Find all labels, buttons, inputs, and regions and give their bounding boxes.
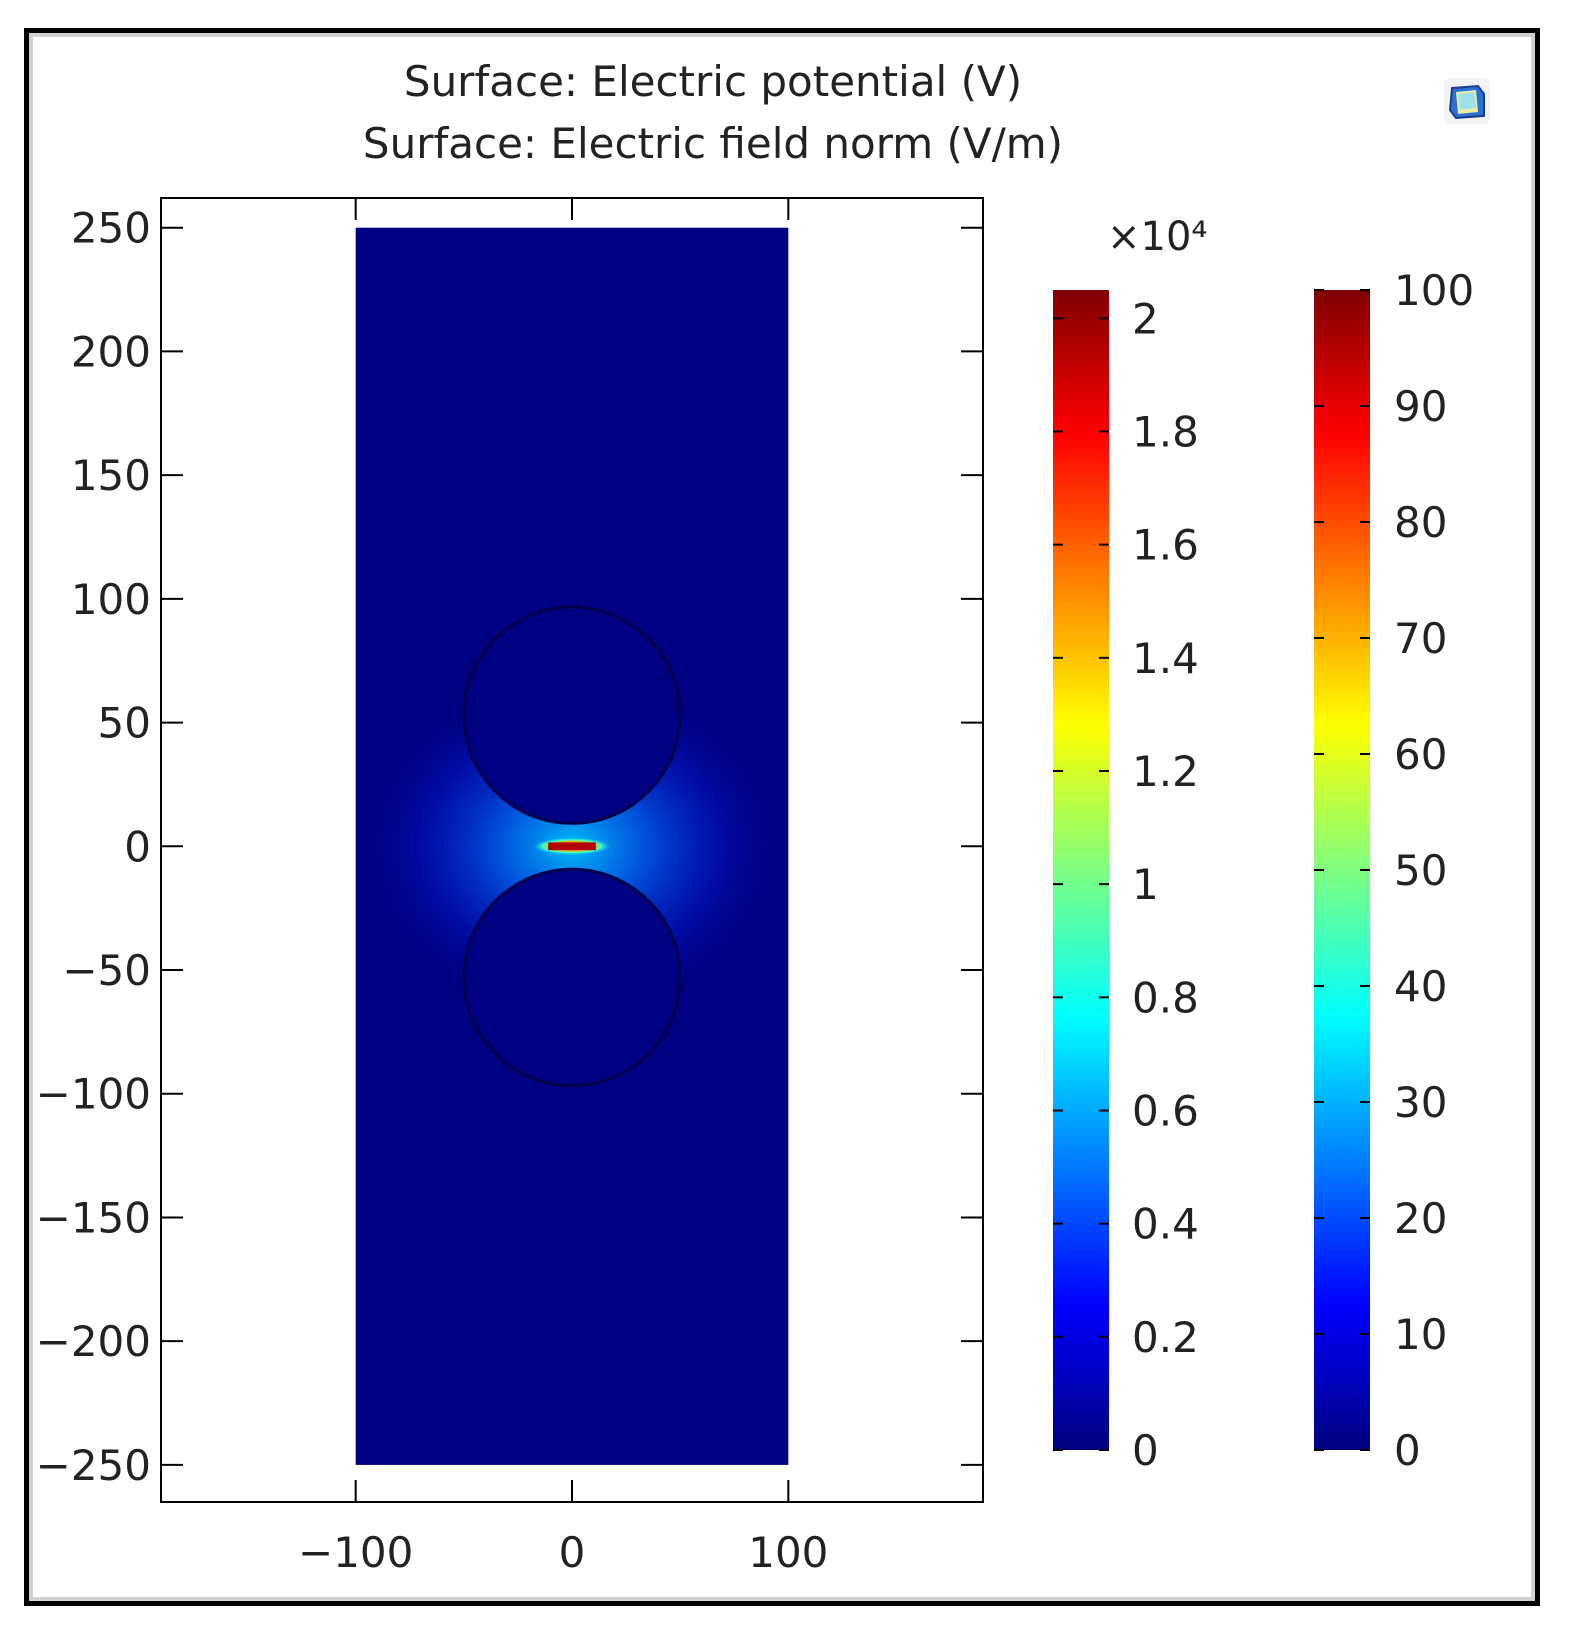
colorbar-tick-label: 80 bbox=[1394, 498, 1447, 547]
field-glow bbox=[355, 605, 789, 1088]
y-tick-label: 150 bbox=[71, 451, 151, 500]
title-line-1: Surface: Electric potential (V) bbox=[404, 57, 1022, 106]
y-tick-label: 50 bbox=[98, 699, 151, 748]
x-tick-label: 0 bbox=[559, 1528, 586, 1577]
colorbar-electric-field: 0 0.2 0.4 0.6 0.8 1 1.2 1.4 1.6 1.8 2 ×10⁴ bbox=[1053, 214, 1207, 1475]
y-tick-label: −50 bbox=[62, 946, 151, 995]
colorbar-tick-label: 10 bbox=[1394, 1310, 1447, 1359]
title-line-2: Surface: Electric field norm (V/m) bbox=[363, 119, 1063, 168]
x-tick-label: 100 bbox=[748, 1528, 828, 1577]
y-tick-label: −250 bbox=[36, 1441, 151, 1490]
y-axis: 250 200 150 100 50 0 −50 −100 −150 −200 −250 bbox=[36, 204, 983, 1490]
chart-title: Surface: Electric potential (V) Surface:… bbox=[363, 57, 1063, 168]
y-tick-label: −100 bbox=[36, 1070, 151, 1119]
y-tick-label: 200 bbox=[71, 327, 151, 376]
y-tick-label: −200 bbox=[36, 1317, 151, 1366]
colorbar-tick-label: 90 bbox=[1394, 382, 1447, 431]
gap-hotspot-core bbox=[548, 842, 596, 851]
y-tick-label: 250 bbox=[71, 204, 151, 253]
colorbar-tick-label: 100 bbox=[1394, 266, 1474, 315]
colorbar-tick-label: 1 bbox=[1132, 860, 1159, 909]
colorbar-tick-label: 70 bbox=[1394, 614, 1447, 663]
colorbar-tick-label: 0 bbox=[1132, 1426, 1159, 1475]
x-tick-label: −100 bbox=[298, 1528, 413, 1577]
colorbar-gradient bbox=[1053, 290, 1109, 1450]
colorbar-tick-label: 2 bbox=[1132, 294, 1159, 343]
y-tick-label: 100 bbox=[71, 575, 151, 624]
colorbar-tick-label: 0.4 bbox=[1132, 1200, 1199, 1249]
colorbar-tick-label: 0.6 bbox=[1132, 1086, 1199, 1135]
sphere-1 bbox=[462, 605, 682, 825]
y-tick-label: 0 bbox=[124, 822, 151, 871]
view-cube-icon[interactable] bbox=[1444, 78, 1490, 124]
colorbar-tick-label: 0.8 bbox=[1132, 973, 1199, 1022]
colorbar-tick-label: 1.4 bbox=[1132, 634, 1199, 683]
colorbar-tick-label: 30 bbox=[1394, 1078, 1447, 1127]
colorbar-tick-label: 1.6 bbox=[1132, 521, 1199, 570]
colorbar-electric-potential: 0 10 20 30 40 50 60 70 80 90 100 bbox=[1314, 266, 1474, 1475]
y-tick-label: −150 bbox=[36, 1193, 151, 1242]
plot-area bbox=[160, 197, 984, 1503]
colorbar-tick-label: 40 bbox=[1394, 962, 1447, 1011]
colorbar-tick-label: 1.2 bbox=[1132, 747, 1199, 796]
colorbar-tick-label: 1.8 bbox=[1132, 407, 1199, 456]
colorbar-tick-label: 50 bbox=[1394, 846, 1447, 895]
colorbar-tick-label: 0.2 bbox=[1132, 1313, 1199, 1362]
colorbar-tick-label: 0 bbox=[1394, 1426, 1421, 1475]
colorbar-tick-label: 20 bbox=[1394, 1194, 1447, 1243]
sphere-2 bbox=[462, 867, 682, 1088]
colorbar-multiplier: ×10⁴ bbox=[1107, 214, 1207, 260]
colorbar-tick-label: 60 bbox=[1394, 730, 1447, 779]
x-axis: −100 0 100 bbox=[298, 198, 828, 1577]
